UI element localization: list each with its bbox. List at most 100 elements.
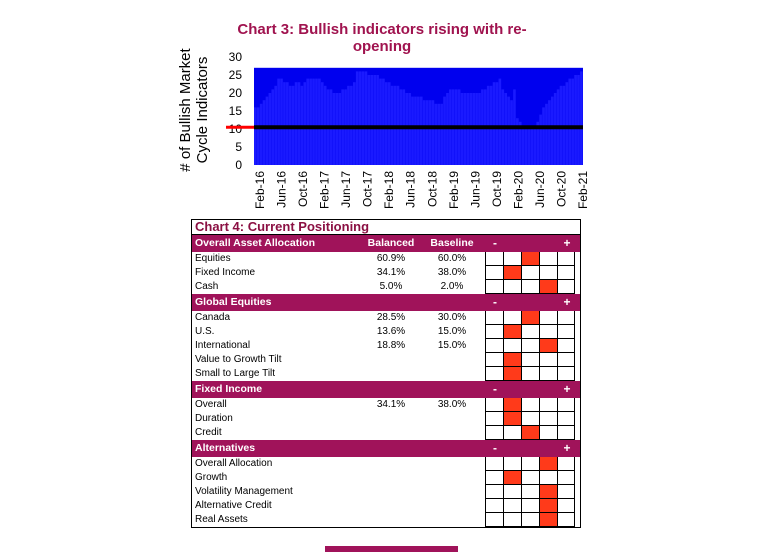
chart-3-bar — [303, 82, 307, 165]
position-cell — [485, 398, 503, 412]
table-row: Fixed Income 34.1% 38.0% — [192, 266, 580, 280]
chart-3-bar — [306, 78, 310, 165]
scale-plus-label: + — [563, 441, 571, 455]
position-cell — [521, 513, 539, 527]
position-cell — [539, 325, 557, 339]
balanced-value: 18.8% — [376, 340, 406, 351]
table-row: Canada 28.5% 30.0% — [192, 311, 580, 325]
chart-3-bar — [277, 78, 280, 165]
position-cell — [521, 266, 539, 280]
position-marker — [539, 513, 557, 527]
chart-3-xtick: Jun-20 — [533, 171, 547, 208]
scale-plus-label: + — [563, 382, 571, 396]
chart-3-bar — [539, 114, 542, 165]
chart-3-bar — [373, 75, 376, 165]
chart-3-xtick: Feb-17 — [318, 171, 332, 209]
row-label: Volatility Management — [195, 486, 293, 497]
chart-3-title-line-1: Chart 3: Bullish indicators rising with … — [237, 21, 526, 38]
chart-3-bar — [428, 100, 432, 165]
chart-3-bar — [265, 96, 269, 165]
position-cell — [485, 266, 503, 280]
position-marker — [503, 367, 521, 381]
chart-3-bar — [565, 82, 569, 165]
chart-3-ytick: 15 — [229, 104, 243, 118]
position-cell — [557, 499, 575, 513]
chart-3-bar — [580, 71, 583, 165]
position-marker — [503, 266, 521, 280]
position-cell — [557, 426, 575, 440]
chart-3-bar — [568, 78, 572, 165]
chart-3-title-line-2: opening — [353, 38, 411, 55]
position-marker — [503, 353, 521, 367]
chart-3-bar — [417, 96, 420, 165]
position-cell — [557, 311, 575, 325]
chart-3-bar — [443, 96, 446, 165]
chart-3-ytick: 5 — [235, 140, 242, 154]
chart-3-bar — [318, 78, 321, 165]
section-title: Alternatives — [195, 442, 256, 454]
chart-3-xtick: Jun-18 — [404, 171, 418, 208]
section-header: Alternatives - + — [192, 440, 580, 457]
row-label: Credit — [195, 427, 222, 438]
table-row: U.S. 13.6% 15.0% — [192, 325, 580, 339]
position-cell — [521, 499, 539, 513]
table-row: Equities 60.9% 60.0% — [192, 252, 580, 266]
table-row: Volatility Management — [192, 485, 580, 499]
chart-3-bar — [315, 78, 318, 165]
scale-minus-label: - — [493, 441, 497, 455]
position-cell — [521, 325, 539, 339]
table-row: Alternative Credit — [192, 499, 580, 513]
section-title: Fixed Income — [195, 383, 263, 395]
balanced-value: 34.1% — [376, 267, 406, 278]
table-row: Real Assets — [192, 513, 580, 527]
chart-3-bar — [542, 107, 545, 165]
chart-3-bar — [498, 78, 502, 165]
position-cell — [521, 280, 539, 294]
position-cell — [557, 457, 575, 471]
position-cell — [503, 339, 521, 353]
chart-3-bar — [495, 82, 499, 165]
position-cell — [521, 353, 539, 367]
chart-3-bar — [385, 82, 388, 165]
position-scale — [485, 311, 575, 325]
chart-3-bar — [259, 103, 263, 165]
chart-3-bar — [376, 75, 379, 165]
position-marker — [503, 412, 521, 426]
position-cell — [503, 280, 521, 294]
position-cell — [521, 471, 539, 485]
position-scale — [485, 513, 575, 527]
chart-3-bar — [577, 75, 580, 165]
chart-3-xtick: Oct-20 — [555, 171, 569, 207]
position-marker — [503, 325, 521, 339]
chart-3-bar — [440, 103, 443, 165]
position-cell — [539, 353, 557, 367]
chart-3-bar — [530, 129, 534, 165]
position-cell — [539, 252, 557, 266]
chart-3-bar — [527, 129, 531, 165]
position-cell — [485, 426, 503, 440]
balanced-value: 5.0% — [379, 281, 403, 292]
position-marker — [539, 499, 557, 513]
row-label: Growth — [195, 472, 228, 483]
position-cell — [503, 457, 521, 471]
chart-3-bar — [280, 78, 283, 165]
position-cell — [521, 339, 539, 353]
position-marker — [503, 398, 521, 412]
position-scale — [485, 339, 575, 353]
chart-3-bar — [548, 100, 551, 165]
chart-3-bar — [320, 82, 324, 165]
row-label: Fixed Income — [195, 267, 256, 278]
position-cell — [485, 412, 503, 426]
chart-3-bar — [256, 107, 260, 165]
position-cell — [557, 353, 575, 367]
chart-3-xtick: Oct-18 — [425, 171, 439, 207]
chart-3-ytick: 30 — [229, 50, 243, 64]
position-cell — [503, 311, 521, 325]
baseline-value: 60.0% — [437, 253, 467, 264]
row-label: International — [195, 340, 251, 351]
table-row: Growth — [192, 471, 580, 485]
section-header: Fixed Income - + — [192, 381, 580, 398]
chart-3-bar — [536, 121, 540, 165]
position-cell — [521, 367, 539, 381]
chart-3-xtick: Oct-16 — [296, 171, 310, 207]
